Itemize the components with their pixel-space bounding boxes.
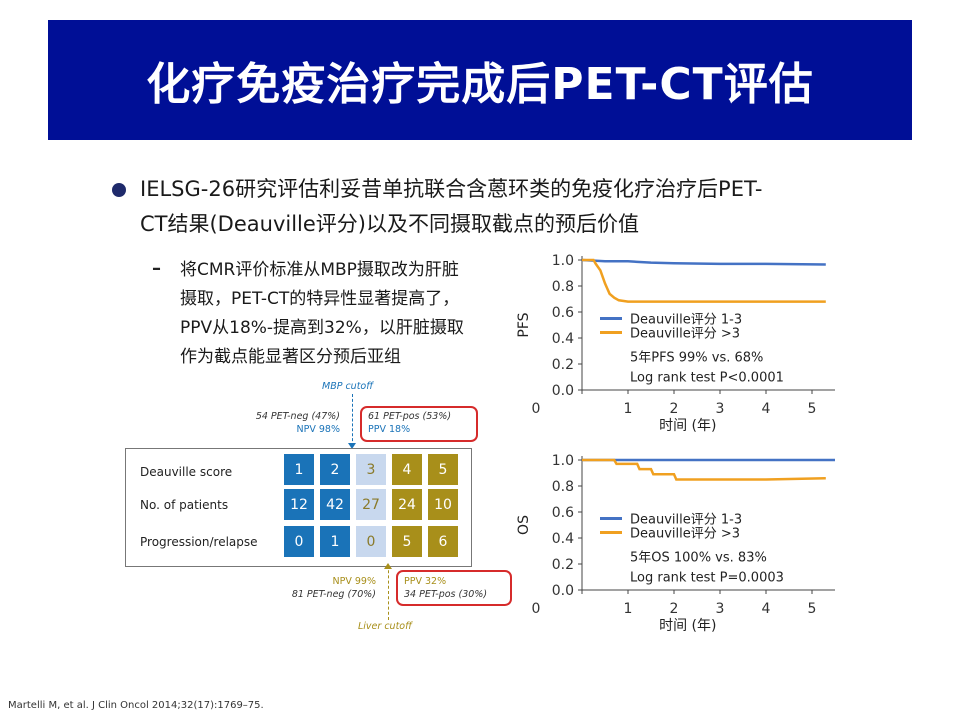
liver-cutoff-line [388, 565, 389, 620]
mbp-cutoff-line [352, 394, 353, 446]
liver-cutoff-arrow [384, 563, 392, 569]
patients-cell-3: 27 [356, 489, 386, 520]
progression-cell-5: 6 [428, 526, 458, 557]
score-cell-5: 5 [428, 454, 458, 485]
pfs-annotation-logrank: Log rank test P<0.0001 [630, 371, 784, 386]
mbp-ppv: PPV 18% [368, 424, 411, 435]
main-bullet-line-1: IELSG-26研究评估利妥昔单抗联合含蒽环类的免疫化疗治疗后PET- [140, 177, 763, 201]
sub-bullet-line-3: PPV从18%-提高到32%，以肝脏摄取 [180, 318, 464, 338]
progression-cell-2: 1 [320, 526, 350, 557]
os-y-tick-label: 1.0 [552, 453, 574, 469]
pfs-x-axis-label: 时间 (年) [659, 418, 716, 434]
progression-cell-4: 5 [392, 526, 422, 557]
os-y-axis-label: OS [516, 515, 532, 535]
citation: Martelli M, et al. J Clin Oncol 2014;32(… [8, 700, 264, 711]
os-y-tick-label: 0.8 [552, 479, 574, 495]
score-cell-3: 3 [356, 454, 386, 485]
sub-bullet-text: 将CMR评价标准从MBP摄取改为肝脏 摄取，PET-CT的特异性显著提高了， P… [180, 256, 510, 372]
os-x-tick-label: 5 [808, 601, 817, 617]
bullet-dot [112, 183, 126, 197]
liver-npv: NPV 99% [332, 576, 376, 587]
mbp-pos-count: 61 PET-pos (53%) [368, 411, 452, 422]
patients-cell-4: 24 [392, 489, 422, 520]
os-chart: 0.0 0.2 0.4 0.6 0.8 1.0 0 1 2 3 4 5 OS 时间 (年) Deauvill… [516, 453, 835, 634]
pfs-x-tick-label: 5 [808, 401, 817, 417]
patients-cell-2: 42 [320, 489, 350, 520]
os-y-tick-label: 0.0 [552, 583, 574, 599]
pfs-y-tick-label: 1.0 [552, 253, 574, 269]
pfs-series-score-1-3-line [581, 258, 826, 266]
os-annotation-survival: 5年OS 100% vs. 83% [630, 551, 767, 566]
row-label-score: Deauville score [140, 465, 233, 479]
row-label-progression: Progression/relapse [140, 535, 258, 549]
main-bullet-text: IELSG-26研究评估利妥昔单抗联合含蒽环类的免疫化疗治疗后PET- CT结果… [140, 172, 850, 242]
pfs-y-tick-label: 0.8 [552, 279, 574, 295]
os-x-tick-label: 0 [532, 601, 541, 617]
os-annotation-logrank: Log rank test P=0.0003 [630, 571, 784, 586]
score-cell-4: 4 [392, 454, 422, 485]
os-legend-label: Deauville评分 >3 [630, 527, 740, 542]
liver-neg-count: 81 PET-neg (70%) [291, 589, 376, 600]
liver-ppv: PPV 32% [404, 576, 447, 587]
pfs-x-tick-label: 4 [762, 401, 771, 417]
mbp-cutoff-label: MBP cutoff [322, 381, 374, 392]
os-legend-label: Deauville评分 1-3 [630, 513, 742, 528]
pfs-legend-label: Deauville评分 >3 [630, 327, 740, 342]
pfs-y-tick-label: 0.4 [552, 331, 574, 347]
os-series-score-gt3-line [582, 458, 826, 481]
pfs-series-score-gt3-line [582, 258, 826, 303]
score-cell-1: 1 [284, 454, 314, 485]
liver-cutoff-label: Liver cutoff [358, 621, 412, 632]
deauville-table: Deauville score No. of patients Progress… [125, 448, 472, 567]
main-bullet-line-2: CT结果(Deauville评分)以及不同摄取截点的预后价值 [140, 212, 639, 236]
os-y-tick-label: 0.4 [552, 531, 574, 547]
sub-bullet-line-1: 将CMR评价标准从MBP摄取改为肝脏 [180, 260, 459, 280]
progression-cell-3: 0 [356, 526, 386, 557]
pfs-x-tick-label: 0 [532, 401, 541, 417]
slide-title: 化疗免疫治疗完成后PET-CT评估 [146, 59, 814, 110]
sub-bullet-line-4: 作为截点能显著区分预后亚组 [180, 347, 401, 367]
mbp-neg-count: 54 PET-neg (47%) [255, 411, 340, 422]
liver-pos-box [396, 570, 512, 606]
pfs-legend-label: Deauville评分 1-3 [630, 313, 742, 328]
os-y-tick-label: 0.2 [552, 557, 574, 573]
patients-cell-1: 12 [284, 489, 314, 520]
pfs-chart: 0.0 0.2 0.4 0.6 0.8 1.0 0 1 2 3 4 5 PFS 时间 (年) Deauvil… [516, 253, 835, 434]
pfs-annotation-survival: 5年PFS 99% vs. 68% [630, 351, 763, 366]
os-x-tick-label: 3 [716, 601, 725, 617]
pfs-x-tick-label: 3 [716, 401, 725, 417]
slide-title-bar: 化疗免疫治疗完成后PET-CT评估 [48, 20, 912, 140]
row-label-patients: No. of patients [140, 498, 229, 512]
mbp-pos-box [360, 406, 478, 442]
pfs-y-tick-label: 0.0 [552, 383, 574, 399]
pfs-y-axis-label: PFS [516, 312, 532, 337]
pfs-x-tick-label: 1 [624, 401, 633, 417]
score-cell-2: 2 [320, 454, 350, 485]
os-x-tick-label: 2 [670, 601, 679, 617]
os-x-tick-label: 1 [624, 601, 633, 617]
pfs-x-tick-label: 2 [670, 401, 679, 417]
os-y-tick-label: 0.6 [552, 505, 574, 521]
os-x-tick-label: 4 [762, 601, 771, 617]
os-x-axis-label: 时间 (年) [659, 618, 716, 634]
mbp-npv: NPV 98% [296, 424, 340, 435]
sub-bullet-line-2: 摄取，PET-CT的特异性显著提高了， [180, 289, 460, 309]
sub-bullet-dash: – [152, 258, 161, 279]
pfs-y-tick-label: 0.2 [552, 357, 574, 373]
progression-cell-1: 0 [284, 526, 314, 557]
mbp-cutoff-arrow [348, 443, 356, 449]
pfs-y-tick-label: 0.6 [552, 305, 574, 321]
patients-cell-5: 10 [428, 489, 458, 520]
liver-pos-count: 34 PET-pos (30%) [404, 589, 488, 600]
